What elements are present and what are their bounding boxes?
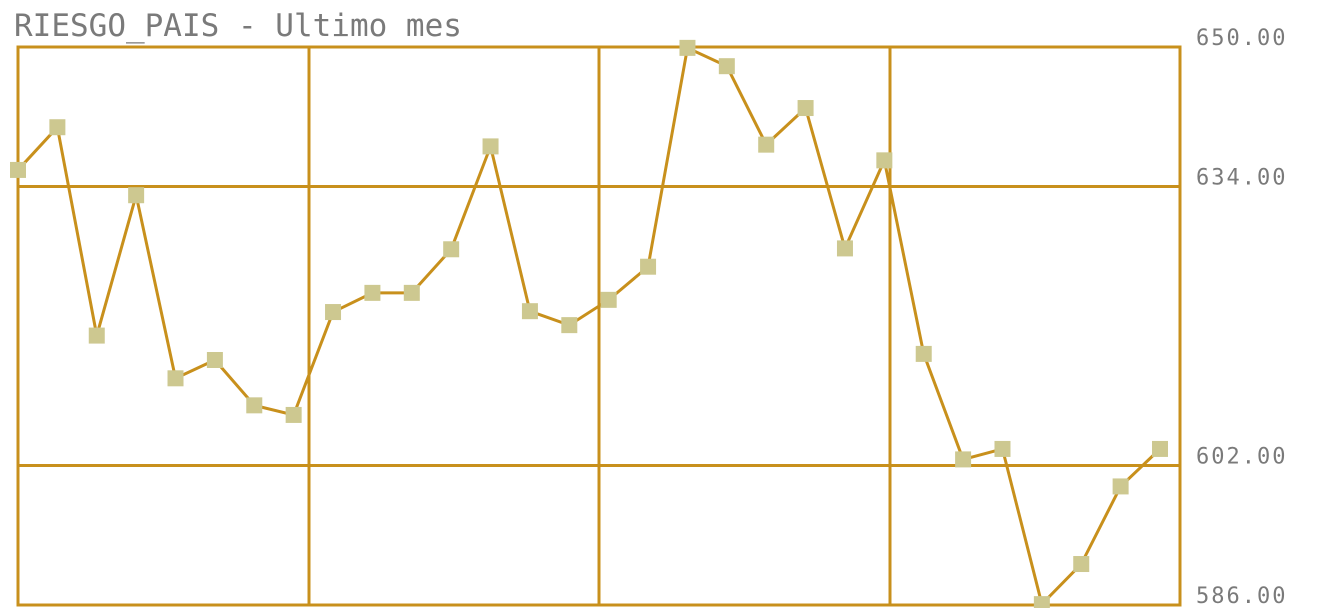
point-marker <box>955 451 972 468</box>
vertical-grid <box>307 47 892 605</box>
point-marker <box>403 284 420 301</box>
y-tick-label: 586.00 <box>1196 584 1287 608</box>
point-marker <box>640 258 657 275</box>
point-marker <box>325 304 342 321</box>
point-marker <box>246 397 263 414</box>
point-marker <box>679 39 696 56</box>
point-marker <box>1033 596 1050 608</box>
chart-title: RIESGO_PAIS - Ultimo mes <box>14 8 462 44</box>
point-marker <box>482 138 499 155</box>
point-marker <box>1112 478 1129 495</box>
point-marker <box>876 152 893 169</box>
y-tick-label: 634.00 <box>1196 166 1287 191</box>
point-marker <box>758 136 775 153</box>
point-marker <box>797 100 814 117</box>
point-marker <box>836 240 853 257</box>
point-marker <box>994 440 1011 457</box>
y-tick-label: 650.00 <box>1196 26 1287 51</box>
point-marker <box>561 317 578 334</box>
point-marker <box>285 406 302 423</box>
point-marker <box>1152 440 1168 457</box>
point-marker <box>49 119 66 136</box>
point-marker <box>521 303 538 320</box>
point-marker <box>600 291 617 308</box>
point-marker <box>10 161 26 178</box>
point-marker <box>364 284 381 301</box>
point-marker <box>88 327 105 344</box>
point-marker <box>128 187 145 204</box>
point-marker <box>167 370 184 387</box>
line <box>16 45 1162 608</box>
point-marker <box>718 58 735 75</box>
point-marker <box>206 352 223 369</box>
y-tick-label: 602.00 <box>1196 445 1287 470</box>
point-marker <box>443 241 460 258</box>
point-marker <box>1073 556 1090 573</box>
point-marker <box>915 345 932 362</box>
